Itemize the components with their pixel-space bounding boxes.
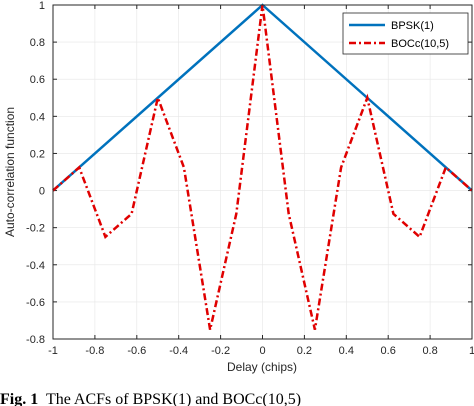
x-tick-label: 0.8 — [422, 345, 437, 357]
y-tick-label: 0.4 — [30, 111, 45, 123]
x-tick-label: -0.2 — [211, 345, 230, 357]
axis-ticks: -1 -0.8 -0.6 -0.4 -0.2 0 0.2 0.4 0.6 0.8 1-0.8-0.6… — [26, 0, 474, 357]
y-tick-label: -0.6 — [26, 297, 45, 309]
x-axis-label: Delay (chips) — [227, 360, 297, 374]
figure-caption: Fig. 1 The ACFs of BPSK(1) and BOCc(10,5… — [0, 391, 474, 406]
x-tick-label: 0.6 — [381, 345, 396, 357]
legend-label-bocc: BOCc(10,5) — [391, 38, 449, 50]
y-tick-label: -0.8 — [26, 334, 45, 346]
x-tick-label: 0.2 — [297, 345, 312, 357]
x-tick-label: 0.4 — [339, 345, 354, 357]
x-tick-label: -0.4 — [169, 345, 188, 357]
y-tick-label: 0.6 — [30, 74, 45, 86]
legend: BPSK(1) BOCc(10,5) — [342, 12, 469, 55]
x-tick-label: -1 — [48, 345, 58, 357]
y-tick-label: 1 — [39, 0, 45, 12]
acf-chart: -1 -0.8 -0.6 -0.4 -0.2 0 0.2 0.4 0.6 0.8 1-0.8-0.6… — [3, 0, 474, 374]
x-tick-label: -0.6 — [127, 345, 146, 357]
x-tick-label: -0.8 — [85, 345, 104, 357]
y-tick-label: 0.2 — [30, 148, 45, 160]
caption-label: Fig. 1 — [0, 391, 39, 406]
x-tick-label: 1 — [469, 345, 474, 357]
y-tick-label: -0.2 — [26, 223, 45, 235]
y-tick-label: 0.8 — [30, 37, 45, 49]
x-tick-label: 0 — [259, 345, 265, 357]
legend-box — [342, 12, 469, 55]
caption-text: The ACFs of BPSK(1) and BOCc(10,5) — [45, 391, 302, 406]
y-tick-label: 0 — [39, 186, 45, 198]
y-axis-label: Auto-correlation function — [3, 107, 17, 237]
legend-label-bpsk: BPSK(1) — [391, 20, 434, 32]
plot-frame — [52, 4, 473, 340]
y-tick-label: -0.4 — [26, 260, 45, 272]
